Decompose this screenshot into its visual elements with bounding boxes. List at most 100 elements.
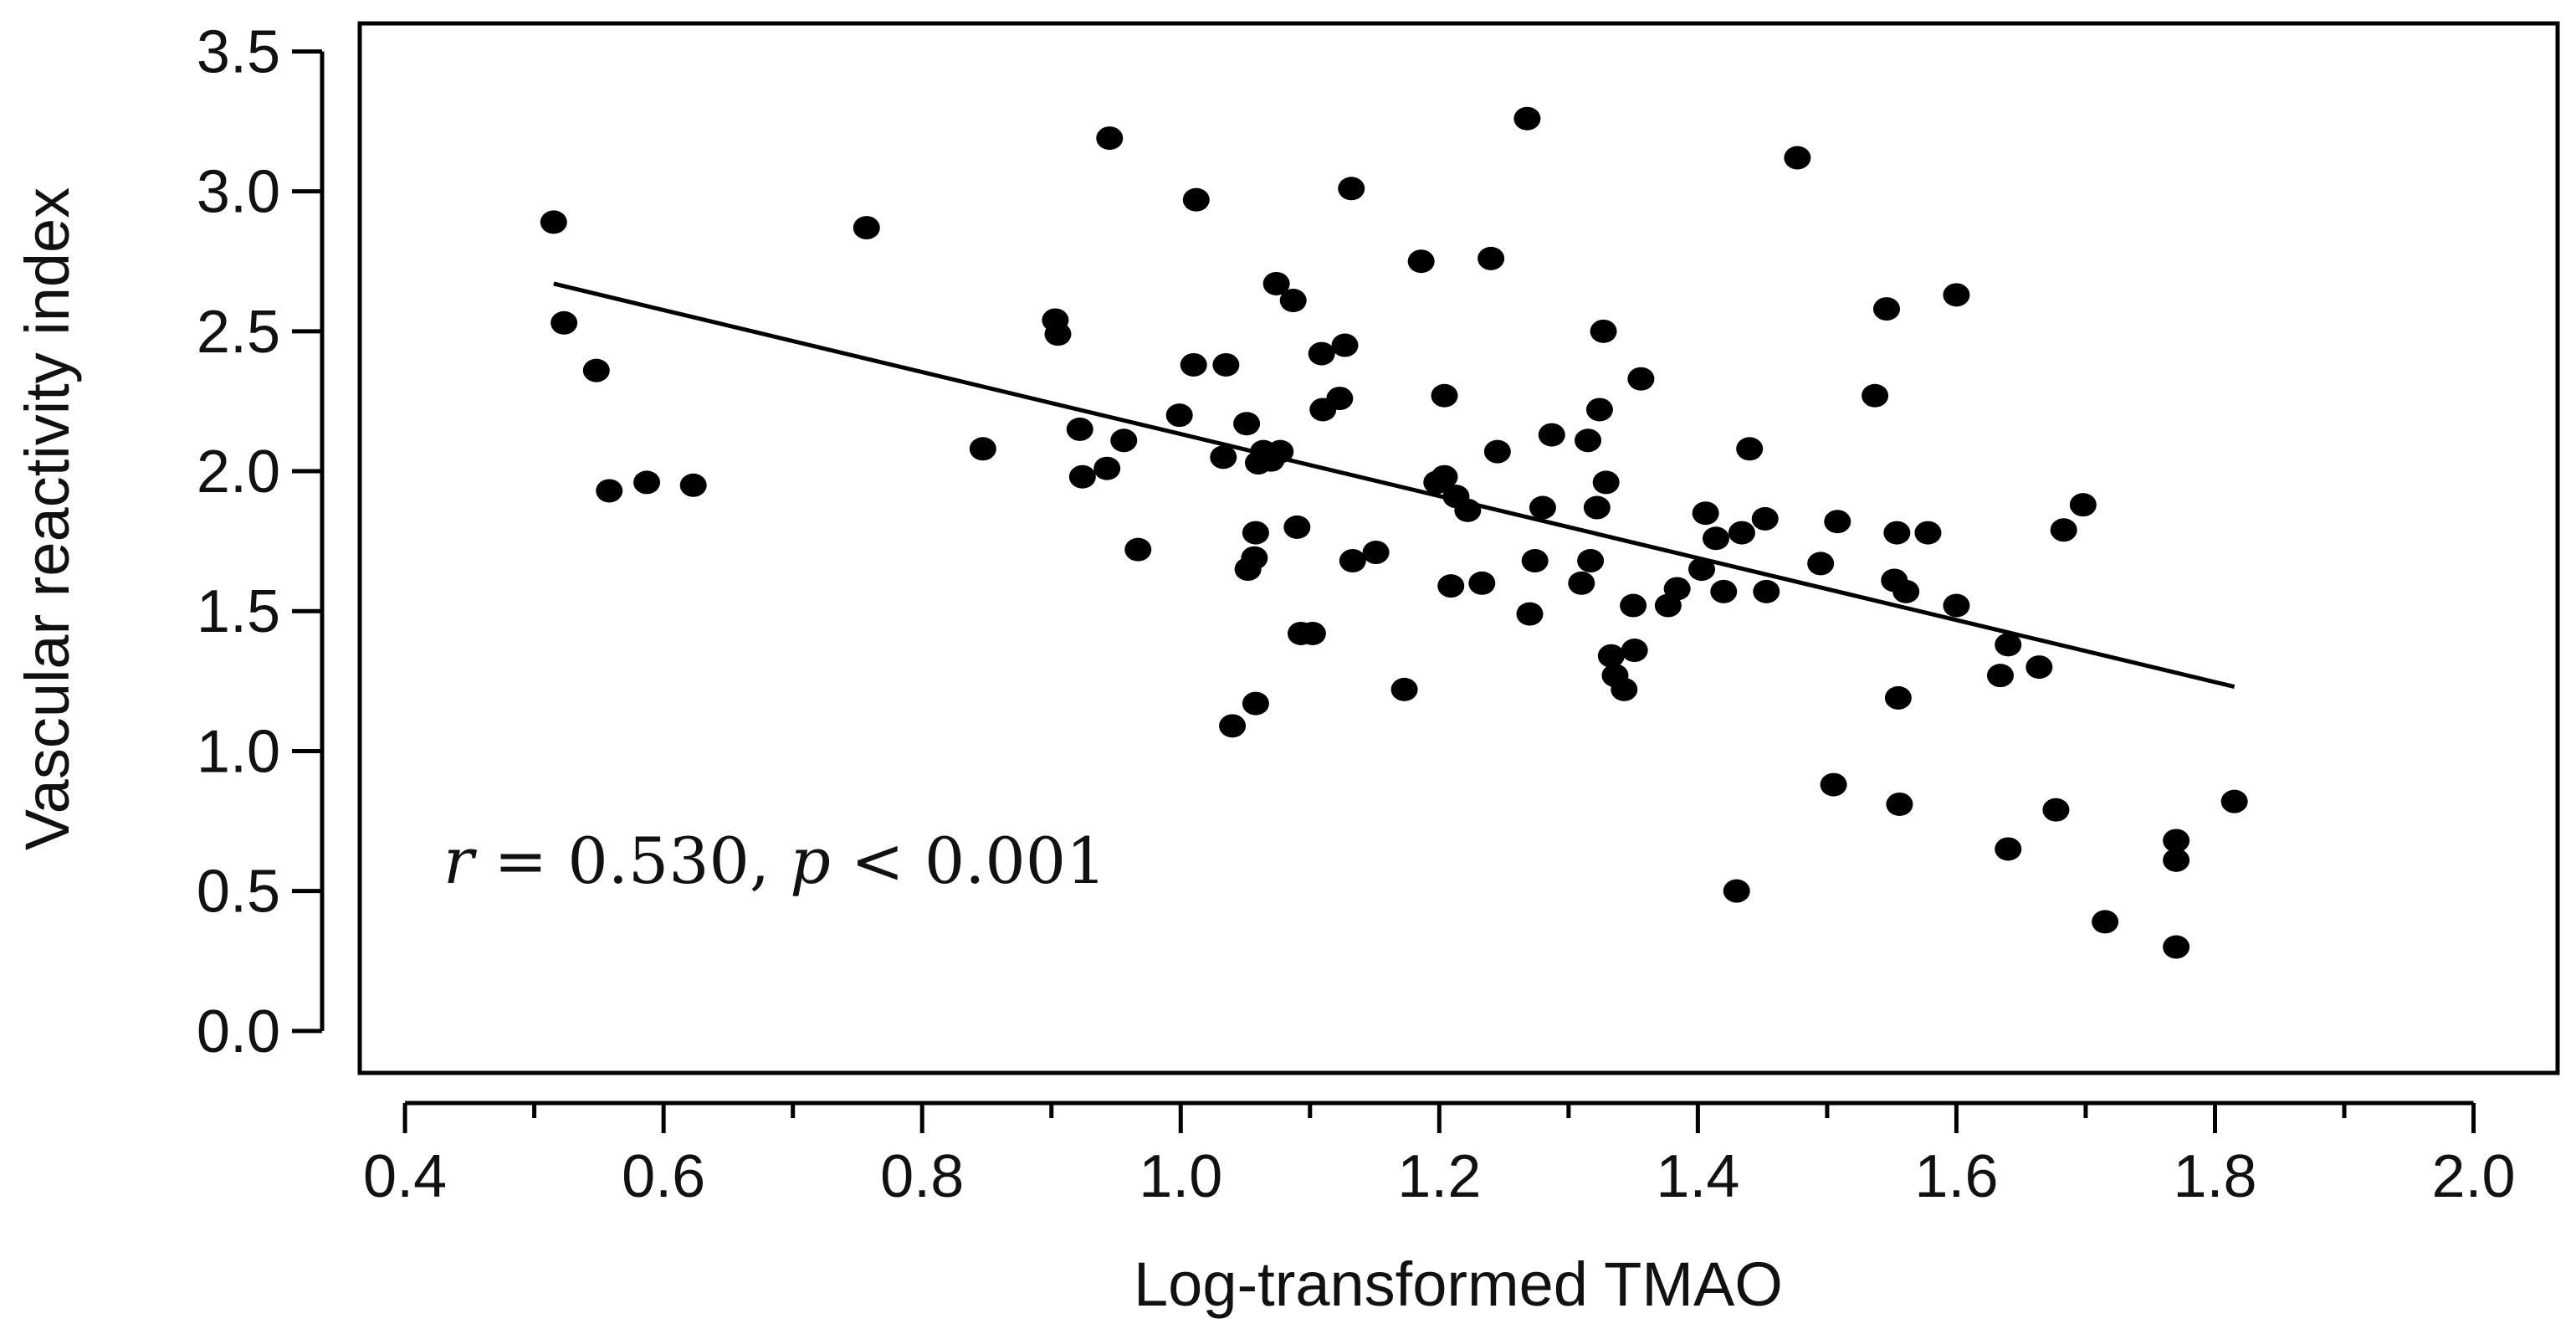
data-point [1728, 521, 1755, 545]
y-tick-label: 2.5 [197, 299, 280, 366]
data-points [540, 106, 2248, 959]
y-tick-label: 0.0 [197, 998, 280, 1065]
data-point [1943, 283, 1970, 307]
data-point [1331, 333, 1359, 357]
data-point [1751, 506, 1779, 531]
data-point [1807, 552, 1835, 576]
data-point [1577, 549, 1605, 573]
data-point [2220, 789, 2248, 813]
data-point [1516, 602, 1544, 626]
data-point [1339, 549, 1366, 573]
data-point [1233, 412, 1261, 436]
x-tick-label: 1.6 [1914, 1143, 1998, 1210]
data-point [1242, 691, 1269, 716]
x-tick-label: 0.6 [622, 1143, 705, 1210]
y-tick-label: 0.5 [197, 859, 280, 926]
data-point [1820, 772, 1847, 797]
data-point [1597, 644, 1625, 668]
data-point [1407, 249, 1435, 274]
data-point [1611, 677, 1638, 701]
data-point [1736, 437, 1764, 461]
data-point [1431, 383, 1458, 408]
data-point [1210, 445, 1237, 470]
data-point [1710, 579, 1738, 603]
data-point [1688, 557, 1716, 582]
x-tick-label: 0.8 [880, 1143, 964, 1210]
data-point [1308, 341, 1335, 366]
data-point [1914, 521, 1942, 545]
data-point [1362, 541, 1390, 565]
data-point [1621, 639, 1648, 663]
y-tick-label: 1.0 [197, 718, 280, 785]
data-point [1326, 387, 1354, 411]
data-point [1096, 126, 1124, 151]
data-point [1585, 398, 1613, 422]
data-point [1262, 271, 1290, 295]
data-point [551, 310, 578, 335]
y-tick-label: 3.0 [197, 159, 280, 226]
data-point [1521, 549, 1549, 573]
y-axis-title: Vascular reactivity index [13, 187, 82, 850]
data-point [1242, 521, 1269, 545]
data-point [1529, 495, 1556, 520]
x-tick-label: 1.0 [1139, 1143, 1222, 1210]
data-point [969, 437, 996, 461]
data-point [1538, 423, 1565, 447]
plot-area-frame [357, 21, 2560, 1075]
data-point [2092, 910, 2119, 934]
data-point [1483, 439, 1511, 464]
y-tick-label: 3.5 [197, 18, 280, 85]
data-point [1568, 571, 1595, 595]
data-point [1066, 417, 1093, 441]
data-point [1590, 319, 1617, 343]
data-point [1862, 383, 1889, 408]
data-point [1892, 579, 1920, 603]
data-point [1124, 537, 1152, 562]
x-axis: 0.4 0.6 0.8 1.0 1.2 1.4 1.6 1.8 2.0 [363, 1101, 2516, 1210]
data-point [1110, 428, 1138, 453]
correlation-annotation: r = 0.530, p < 0.001 [443, 824, 1106, 898]
data-point [582, 358, 610, 382]
data-point [1279, 289, 1307, 313]
data-point [540, 210, 567, 234]
data-point [853, 216, 880, 240]
data-point [1824, 510, 1851, 534]
data-point [1068, 464, 1096, 489]
data-point [1390, 677, 1418, 701]
y-tick-label: 2.0 [197, 439, 280, 505]
data-point [1703, 526, 1730, 551]
data-point [2163, 935, 2190, 959]
data-point [1583, 495, 1611, 520]
data-point [1692, 501, 1719, 526]
data-point [679, 473, 707, 497]
r-value: = 0.530, [474, 824, 790, 898]
data-point [2163, 848, 2190, 872]
data-point [1298, 621, 1326, 645]
data-point [2050, 518, 2077, 542]
p-symbol: p [790, 824, 831, 898]
data-point [633, 470, 661, 495]
data-point [1241, 546, 1268, 570]
data-point [1753, 579, 1780, 603]
data-point [1165, 403, 1193, 428]
p-value: < 0.001 [831, 824, 1107, 898]
r-symbol: r [443, 824, 478, 898]
data-point [1620, 593, 1647, 618]
data-point [1219, 714, 1247, 738]
data-point [1477, 246, 1505, 270]
data-point [1182, 187, 1210, 212]
data-point [1338, 177, 1365, 201]
data-point [1437, 574, 1465, 598]
data-point [1883, 521, 1911, 545]
x-tick-label: 1.4 [1656, 1143, 1739, 1210]
data-point [1784, 146, 1811, 170]
data-point [1723, 879, 1750, 903]
data-point [1995, 837, 2022, 861]
y-tick-label: 1.5 [197, 578, 280, 645]
data-point [1872, 297, 1900, 321]
data-point [1575, 428, 1602, 453]
regression-line [553, 281, 2235, 689]
data-point [2042, 798, 2070, 822]
